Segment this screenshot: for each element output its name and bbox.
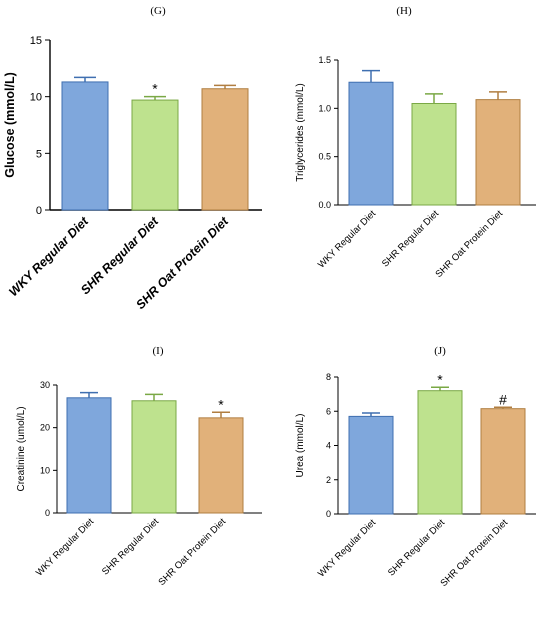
y-tick-label: 0 <box>36 205 42 217</box>
y-tick-label: 10 <box>40 465 50 475</box>
y-tick-label: 30 <box>40 380 50 390</box>
y-tick-label: 0 <box>45 508 50 518</box>
y-tick-label: 15 <box>30 35 42 47</box>
x-tick-label: WKY Regular Diet <box>316 517 378 579</box>
x-tick-label: WKY Regular Diet <box>316 208 378 270</box>
bar <box>61 81 109 211</box>
x-tick-label: SHR Regular Diet <box>78 214 162 298</box>
y-tick-label: 0 <box>326 509 331 519</box>
y-tick-label: 4 <box>326 441 331 451</box>
significance-mark: * <box>152 81 158 97</box>
panel-label: (H) <box>396 5 412 17</box>
bar <box>131 99 179 211</box>
bar <box>411 103 457 206</box>
x-tick-label: SHR Oat Protein Diet <box>438 517 510 589</box>
x-tick-label: SHR Regular Diet <box>380 208 441 269</box>
y-tick-label: 1.5 <box>318 55 331 65</box>
bar <box>348 81 394 206</box>
bar <box>198 417 244 514</box>
bar <box>475 99 521 206</box>
y-tick-label: 5 <box>36 148 42 160</box>
y-tick-label: 2 <box>326 475 331 485</box>
bar <box>66 397 112 514</box>
panel-label: (I) <box>153 345 164 357</box>
panel-label: (G) <box>150 5 166 17</box>
chart-panel-3: (J) 0 2 4 6 8 Urea (mmol/L) WKY Regular Diet * SH… <box>295 345 536 589</box>
significance-mark: * <box>218 396 224 412</box>
x-tick-label: SHR Regular Diet <box>386 517 447 578</box>
y-axis-label: Triglycerides (mmol/L) <box>295 83 306 182</box>
bar <box>417 390 463 515</box>
y-tick-label: 10 <box>30 92 42 104</box>
x-tick-label: SHR Oat Protein Diet <box>433 208 505 280</box>
significance-mark: # <box>499 391 507 407</box>
chart-panel-2: (I) 0 10 20 30 Creatinine (umol/L) WKY Regular… <box>16 345 262 588</box>
x-tick-label: SHR Regular Diet <box>100 516 161 577</box>
bar <box>348 415 394 515</box>
y-axis-label: Creatinine (umol/L) <box>16 406 27 491</box>
bar <box>480 408 526 515</box>
y-tick-label: 20 <box>40 423 50 433</box>
bar <box>201 88 249 211</box>
significance-mark: * <box>437 371 443 387</box>
y-axis-label: Glucose (mmol/L) <box>3 72 17 178</box>
y-axis-label: Urea (mmol/L) <box>295 414 306 478</box>
chart-panel-1: (H) 0.0 0.5 1.0 1.5 Triglycerides (mmol/L) WKY… <box>295 5 536 280</box>
y-tick-label: 0.5 <box>318 152 331 162</box>
y-tick-label: 1.0 <box>318 103 331 113</box>
bar <box>131 400 177 514</box>
x-tick-label: SHR Oat Protein Diet <box>156 516 228 588</box>
y-tick-label: 8 <box>326 372 331 382</box>
panel-label: (J) <box>434 345 446 357</box>
x-tick-label: WKY Regular Diet <box>34 516 96 578</box>
y-tick-label: 6 <box>326 406 331 416</box>
y-tick-label: 0.0 <box>318 200 331 210</box>
